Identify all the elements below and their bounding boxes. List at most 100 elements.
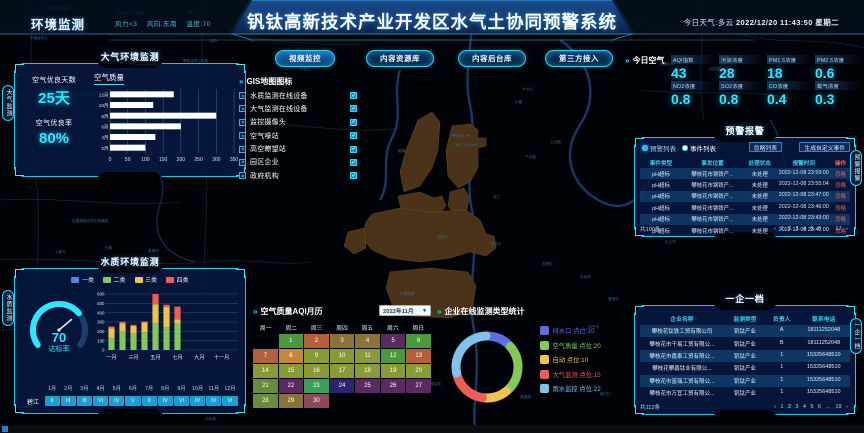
calendar-day[interactable]: 20 xyxy=(406,364,431,378)
page-prev[interactable]: ‹ xyxy=(774,226,776,232)
calendar-day[interactable]: 27 xyxy=(406,379,431,393)
table-row[interactable]: pH超标 攀枝花市钢铁产... 未处理 2022-12-08 23:55:04 忽略 xyxy=(640,179,850,190)
calendar-day[interactable]: 8 xyxy=(278,349,304,363)
checkbox-icon[interactable] xyxy=(350,92,357,99)
table-row[interactable]: 攀枝花攀鑫钛业有限公... 钒钛产业 1 15325648510 xyxy=(640,362,850,374)
table-row[interactable]: 攀枝花市干易工贸有限公... 钒钛产业 B 18111252048 xyxy=(640,337,850,349)
page-link[interactable]: 5 xyxy=(810,226,814,232)
page-link[interactable]: 19 xyxy=(835,404,842,410)
edge-tab-enterprise[interactable]: 一企一档 xyxy=(850,318,862,354)
calendar-day[interactable]: 12 xyxy=(380,349,406,363)
generate-event-button[interactable]: 生成自定义事件 xyxy=(799,142,850,152)
calendar-day[interactable]: 1 xyxy=(278,334,304,348)
warning-list-toggle[interactable]: 预警列表 事件列表 xyxy=(642,143,716,153)
page-link[interactable]: 2 xyxy=(787,226,791,232)
page-link[interactable]: 6 xyxy=(817,226,821,232)
calendar-day-grid[interactable]: 1 2 3 4 5 6 7 8 9 10 11 12 13 14 15 16 17 18 19 20 21 22 23 24 2… xyxy=(253,334,431,408)
calendar-day[interactable]: 2 xyxy=(304,334,329,348)
table-row[interactable]: pH超标 攀枝花市钢铁产... 未处理 2022-12-08 23:59:00 忽略 xyxy=(640,168,850,180)
windows-icon[interactable] xyxy=(2,426,8,432)
calendar-day[interactable]: 14 xyxy=(253,364,278,378)
calendar-day[interactable]: 15 xyxy=(278,364,304,378)
gis-layer-item[interactable]: 大气监测在线设备 xyxy=(239,104,357,114)
month-select[interactable]: 2022年11月 ▼ xyxy=(379,305,431,316)
table-row[interactable]: pH超标 攀枝花市钢铁产... 未处理 2022-12-08 23:47:00 忽略 xyxy=(640,190,850,203)
calendar-day[interactable]: 7 xyxy=(253,349,278,363)
page-link[interactable]: 6 xyxy=(817,404,821,410)
page-link[interactable]: 3 xyxy=(795,404,799,410)
calendar-day[interactable]: 30 xyxy=(304,394,329,408)
taskbar[interactable] xyxy=(0,425,864,433)
calendar-day[interactable]: 29 xyxy=(278,394,304,408)
cell-action[interactable]: 忽略 xyxy=(835,228,846,235)
calendar-day[interactable]: 3 xyxy=(329,334,355,348)
calendar-day[interactable]: 10 xyxy=(329,349,355,363)
checkbox-icon[interactable] xyxy=(350,159,357,166)
ignore-list-button[interactable]: 忽略列表 xyxy=(748,142,782,152)
calendar-day[interactable]: 17 xyxy=(329,364,355,378)
edge-tab-atmosphere[interactable]: 大气监测 xyxy=(2,85,14,121)
calendar-day[interactable]: 11 xyxy=(355,349,380,363)
calendar-day[interactable]: 22 xyxy=(278,379,304,393)
cell-action[interactable]: 忽略 xyxy=(835,171,846,178)
page-link[interactable]: … xyxy=(825,404,831,410)
page-link[interactable]: 4 xyxy=(802,226,806,232)
page-link[interactable]: 5 xyxy=(810,404,814,410)
cell-action[interactable]: 忽略 xyxy=(835,205,846,212)
table-row[interactable]: pH超标 攀枝花市钢铁产... 未处理 2022-12-08 23:42:00 忽略 xyxy=(640,225,850,236)
page-link[interactable]: 1 xyxy=(780,226,784,232)
gis-layer-menu[interactable]: » GIS地图图标 水质监测在线设备大气监测在线设备监控摄像头空气噪站高空瞭望站… xyxy=(239,76,357,184)
page-link[interactable]: … xyxy=(825,226,831,232)
gis-layer-item[interactable]: 园区企业 xyxy=(239,157,357,167)
calendar-day[interactable]: 26 xyxy=(380,379,406,393)
calendar-day[interactable]: 6 xyxy=(406,334,431,348)
calendar-day[interactable]: 24 xyxy=(329,379,355,393)
cell-action[interactable]: 忽略 xyxy=(835,217,846,224)
calendar-day[interactable]: 13 xyxy=(406,349,431,363)
page-link[interactable]: 2 xyxy=(787,404,791,410)
cell-action[interactable]: 忽略 xyxy=(835,183,846,190)
enterprise-pagination[interactable]: 共112条 ‹ 1 2 3 4 5 6 … 19 › xyxy=(640,403,850,411)
page-link[interactable]: 4 xyxy=(802,404,806,410)
table-row[interactable]: pH超标 攀枝花市钢铁产... 未处理 2022-12-08 23:43:00 忽略 xyxy=(640,213,850,225)
calendar-day[interactable]: 16 xyxy=(304,364,329,378)
table-row[interactable]: 攀枝花市万宜工贸有限公... 钒钛产业 1 15325648510 xyxy=(640,387,850,399)
page-link[interactable]: 3 xyxy=(795,226,799,232)
page-next[interactable]: › xyxy=(845,404,848,410)
page-link[interactable]: 1 xyxy=(780,404,784,410)
nav-content-resource[interactable]: 内容资源库 xyxy=(366,50,434,67)
calendar-day[interactable]: 19 xyxy=(380,364,406,378)
gis-layer-item[interactable]: 政府机构 xyxy=(239,171,357,181)
calendar-day[interactable]: 21 xyxy=(253,379,278,393)
calendar-day[interactable]: 23 xyxy=(304,379,329,393)
checkbox-icon[interactable] xyxy=(350,105,357,113)
page-next[interactable]: › xyxy=(845,226,848,232)
edge-tab-warning[interactable]: 预警报警 xyxy=(850,150,862,186)
nav-content-backend[interactable]: 内容后台库 xyxy=(458,50,526,67)
calendar-day[interactable]: 4 xyxy=(355,334,380,348)
calendar-day[interactable]: 9 xyxy=(304,349,329,363)
edge-tab-water[interactable]: 水质监测 xyxy=(2,290,14,326)
radio-alert-list[interactable]: 预警列表 xyxy=(642,143,676,153)
radio-event-list[interactable]: 事件列表 xyxy=(682,143,716,153)
gis-layer-item[interactable]: 空气噪站 xyxy=(239,131,357,141)
checkbox-icon[interactable] xyxy=(350,132,357,140)
checkbox-icon[interactable] xyxy=(350,145,357,153)
checkbox-icon[interactable] xyxy=(350,172,357,180)
cell-action[interactable]: 忽略 xyxy=(835,194,846,201)
calendar-day[interactable]: 18 xyxy=(355,364,380,378)
warning-pagination[interactable]: 共100条 ‹ 1 2 3 4 5 6 … 17 › xyxy=(640,225,850,233)
calendar-day[interactable]: 5 xyxy=(380,334,406,348)
page-prev[interactable]: ‹ xyxy=(774,404,776,410)
nav-third-party[interactable]: 第三方接入 xyxy=(545,50,613,67)
table-row[interactable]: 攀枝花钛铁工贸有限公司 钒钛产业 A 18111252048 xyxy=(640,325,850,338)
gis-layer-item[interactable]: 监控摄像头 xyxy=(239,117,357,127)
gis-layer-item[interactable]: 水质监测在线设备 xyxy=(239,91,357,101)
table-row[interactable]: pH超标 攀枝花市钢铁产... 未处理 2022-12-08 23:46:00 忽略 xyxy=(640,202,850,213)
gis-layer-item[interactable]: 高空瞭望站 xyxy=(239,144,357,154)
page-link[interactable]: 17 xyxy=(835,226,842,232)
nav-video-monitor[interactable]: 视频监控 xyxy=(275,50,335,67)
table-row[interactable]: 攀枝花市嘉泰工贸有限公... 钒钛产业 1 15325648510 xyxy=(640,349,850,363)
calendar-day[interactable]: 25 xyxy=(355,379,380,393)
calendar-day[interactable]: 28 xyxy=(253,394,278,408)
